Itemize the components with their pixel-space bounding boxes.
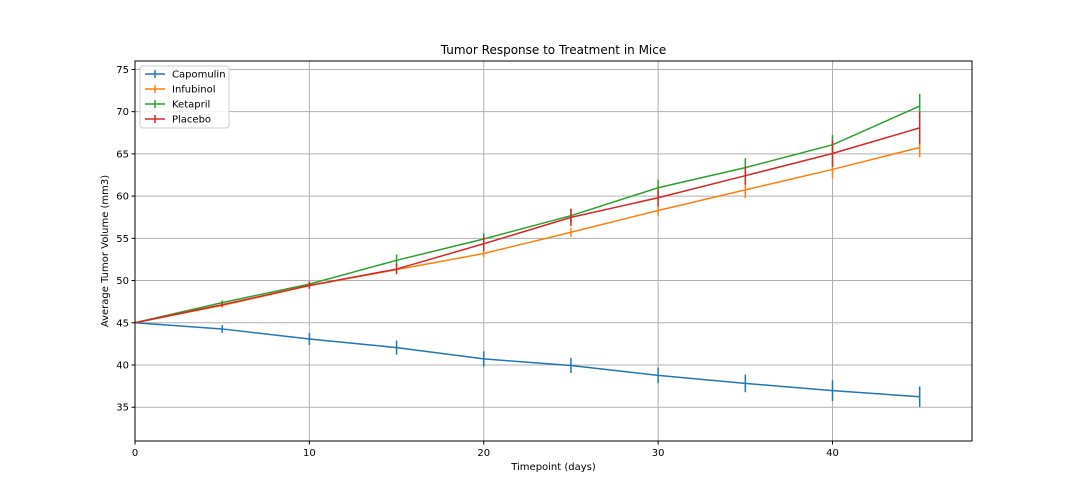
x-tick-label: 40 [826,448,839,459]
legend-label: Placebo [172,115,211,126]
plot-frame [134,60,973,442]
x-axis-title: Timepoint (days) [510,462,596,473]
x-tick-label: 10 [303,448,316,459]
legend: Capomulin Infubinol Ketapril Placebo [139,65,230,129]
legend-label: Ketapril [172,100,210,111]
legend-label: Infubinol [172,85,216,96]
series-capomulin [134,322,921,408]
x-tick-label: 0 [132,448,138,459]
y-tick-label: 45 [116,318,129,329]
series-line-placebo [134,127,920,324]
y-tick-label: 70 [116,107,129,118]
legend-label: Capomulin [172,70,226,81]
series-layer [134,93,921,408]
y-tick-label: 35 [116,403,129,414]
series-placebo [134,111,921,324]
legend-item-ketapril: Ketapril [145,100,210,111]
axis-ticks: 0 10 20 30 40 35 40 45 50 55 60 65 70 75 [116,65,839,459]
y-tick-label: 40 [116,361,129,372]
y-axis-title: Average Tumor Volume (mm3) [100,175,111,327]
legend-item-placebo: Placebo [145,115,211,126]
y-tick-label: 75 [116,65,129,76]
chart-title: Tumor Response to Treatment in Mice [440,43,667,57]
legend-item-infubinol: Infubinol [145,85,216,96]
x-tick-label: 30 [652,448,665,459]
series-line-capomulin [134,322,920,398]
x-tick-label: 20 [477,448,490,459]
y-tick-label: 50 [116,276,129,287]
legend-box [139,65,230,129]
grid [134,61,972,441]
y-tick-label: 55 [116,234,129,245]
y-tick-label: 60 [116,192,129,203]
series-line-ketapril [134,105,920,324]
legend-item-capomulin: Capomulin [145,70,226,81]
y-tick-label: 65 [116,149,129,160]
